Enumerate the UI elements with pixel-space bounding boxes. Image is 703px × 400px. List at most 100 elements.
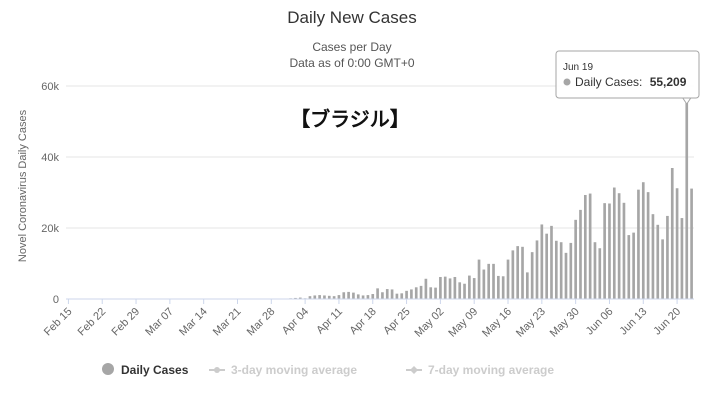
bar[interactable] bbox=[352, 292, 355, 299]
x-tick-label: Feb 22 bbox=[76, 306, 109, 339]
bar[interactable] bbox=[579, 209, 582, 299]
bar[interactable] bbox=[593, 242, 597, 299]
bar[interactable] bbox=[612, 187, 616, 299]
bar[interactable] bbox=[617, 193, 621, 299]
bar[interactable] bbox=[632, 232, 635, 299]
legend-label-3day-average: 3-day moving average bbox=[231, 363, 357, 377]
bar[interactable] bbox=[564, 252, 568, 299]
bar[interactable] bbox=[429, 287, 433, 299]
bar[interactable] bbox=[545, 233, 548, 299]
bar[interactable] bbox=[448, 278, 452, 299]
tooltip-pointer bbox=[681, 97, 692, 105]
bar[interactable] bbox=[410, 289, 413, 299]
bar[interactable] bbox=[327, 295, 331, 299]
svg-text:Daily Cases: 55,209: Daily Cases: 55,209 bbox=[575, 75, 687, 89]
bar[interactable] bbox=[526, 272, 529, 300]
bar[interactable] bbox=[492, 263, 495, 299]
bar[interactable] bbox=[530, 252, 534, 299]
y-axis-label: Novel Coronavirus Daily Cases bbox=[17, 109, 29, 262]
bar[interactable] bbox=[482, 269, 486, 299]
bar[interactable] bbox=[332, 296, 336, 299]
bar[interactable] bbox=[337, 295, 341, 299]
bar[interactable] bbox=[598, 248, 602, 299]
bar[interactable] bbox=[550, 225, 553, 299]
bar[interactable] bbox=[443, 276, 447, 299]
legend-item-7day-average[interactable]: 7-day moving average bbox=[406, 363, 554, 377]
bar[interactable] bbox=[608, 203, 611, 300]
bar[interactable] bbox=[646, 192, 650, 299]
legend-marker-icon bbox=[410, 366, 418, 374]
bar[interactable] bbox=[371, 294, 375, 299]
bar[interactable] bbox=[651, 214, 655, 299]
bar[interactable] bbox=[583, 194, 587, 299]
bar[interactable] bbox=[356, 294, 360, 299]
bar[interactable] bbox=[376, 288, 379, 299]
bar[interactable] bbox=[395, 293, 399, 299]
bar[interactable] bbox=[661, 239, 664, 299]
bar[interactable] bbox=[588, 193, 592, 299]
bar[interactable] bbox=[419, 285, 423, 299]
bar[interactable] bbox=[313, 295, 317, 299]
legend-item-3day-average[interactable]: 3-day moving average bbox=[209, 363, 357, 377]
bar[interactable] bbox=[656, 224, 660, 299]
bar[interactable] bbox=[381, 292, 384, 299]
bar[interactable] bbox=[603, 203, 606, 299]
bar[interactable] bbox=[308, 296, 312, 299]
bar[interactable] bbox=[516, 246, 520, 299]
bar[interactable] bbox=[554, 240, 558, 299]
bar[interactable] bbox=[501, 276, 505, 299]
bar[interactable] bbox=[453, 276, 457, 299]
bar[interactable] bbox=[414, 287, 418, 299]
bar[interactable] bbox=[472, 278, 476, 299]
bar[interactable] bbox=[627, 235, 631, 299]
bar[interactable] bbox=[477, 259, 481, 299]
x-tick-label: Mar 07 bbox=[143, 306, 176, 339]
bar[interactable] bbox=[439, 276, 442, 299]
chart-subtitle-2: Data as of 0:00 GMT+0 bbox=[289, 56, 414, 70]
bar[interactable] bbox=[497, 275, 500, 299]
tooltip: Jun 19 Daily Cases: 55,209 bbox=[555, 50, 700, 105]
bar[interactable] bbox=[361, 295, 365, 299]
bar[interactable] bbox=[487, 263, 491, 299]
bar[interactable] bbox=[670, 168, 674, 299]
bar[interactable] bbox=[622, 202, 626, 299]
bar[interactable] bbox=[468, 275, 471, 299]
bar[interactable] bbox=[318, 295, 321, 299]
country-annotation: 【ブラジル】 bbox=[290, 107, 410, 131]
bar[interactable] bbox=[347, 291, 350, 299]
bar[interactable] bbox=[680, 218, 684, 299]
bar[interactable] bbox=[424, 278, 428, 299]
bar[interactable] bbox=[535, 240, 539, 299]
legend-item-daily-cases[interactable]: Daily Cases bbox=[102, 363, 189, 377]
bar[interactable] bbox=[323, 295, 326, 299]
bar[interactable] bbox=[675, 188, 679, 299]
chart-subtitle-1: Cases per Day bbox=[312, 40, 391, 54]
bar[interactable] bbox=[685, 103, 689, 299]
bar[interactable] bbox=[294, 297, 297, 299]
bar[interactable] bbox=[540, 224, 544, 299]
bar[interactable] bbox=[506, 259, 510, 299]
bar[interactable] bbox=[458, 282, 462, 299]
bar[interactable] bbox=[366, 295, 370, 299]
bar[interactable] bbox=[637, 189, 640, 299]
tooltip-value: 55,209 bbox=[650, 75, 687, 89]
bar[interactable] bbox=[390, 289, 394, 299]
bar[interactable] bbox=[385, 289, 389, 299]
bar[interactable] bbox=[690, 188, 693, 299]
bar[interactable] bbox=[666, 215, 669, 299]
bar[interactable] bbox=[400, 293, 404, 299]
bar[interactable] bbox=[511, 250, 515, 299]
bar[interactable] bbox=[463, 283, 466, 299]
bar[interactable] bbox=[641, 182, 645, 299]
bar[interactable] bbox=[342, 292, 346, 299]
bar[interactable] bbox=[569, 242, 573, 299]
bar[interactable] bbox=[434, 287, 437, 299]
bar[interactable] bbox=[559, 242, 563, 299]
bar[interactable] bbox=[405, 290, 408, 299]
bar[interactable] bbox=[574, 219, 577, 299]
bar[interactable] bbox=[298, 297, 302, 299]
bar[interactable] bbox=[521, 246, 524, 299]
x-tick-label: Jun 20 bbox=[651, 306, 683, 338]
y-tick-label: 0 bbox=[53, 294, 59, 306]
